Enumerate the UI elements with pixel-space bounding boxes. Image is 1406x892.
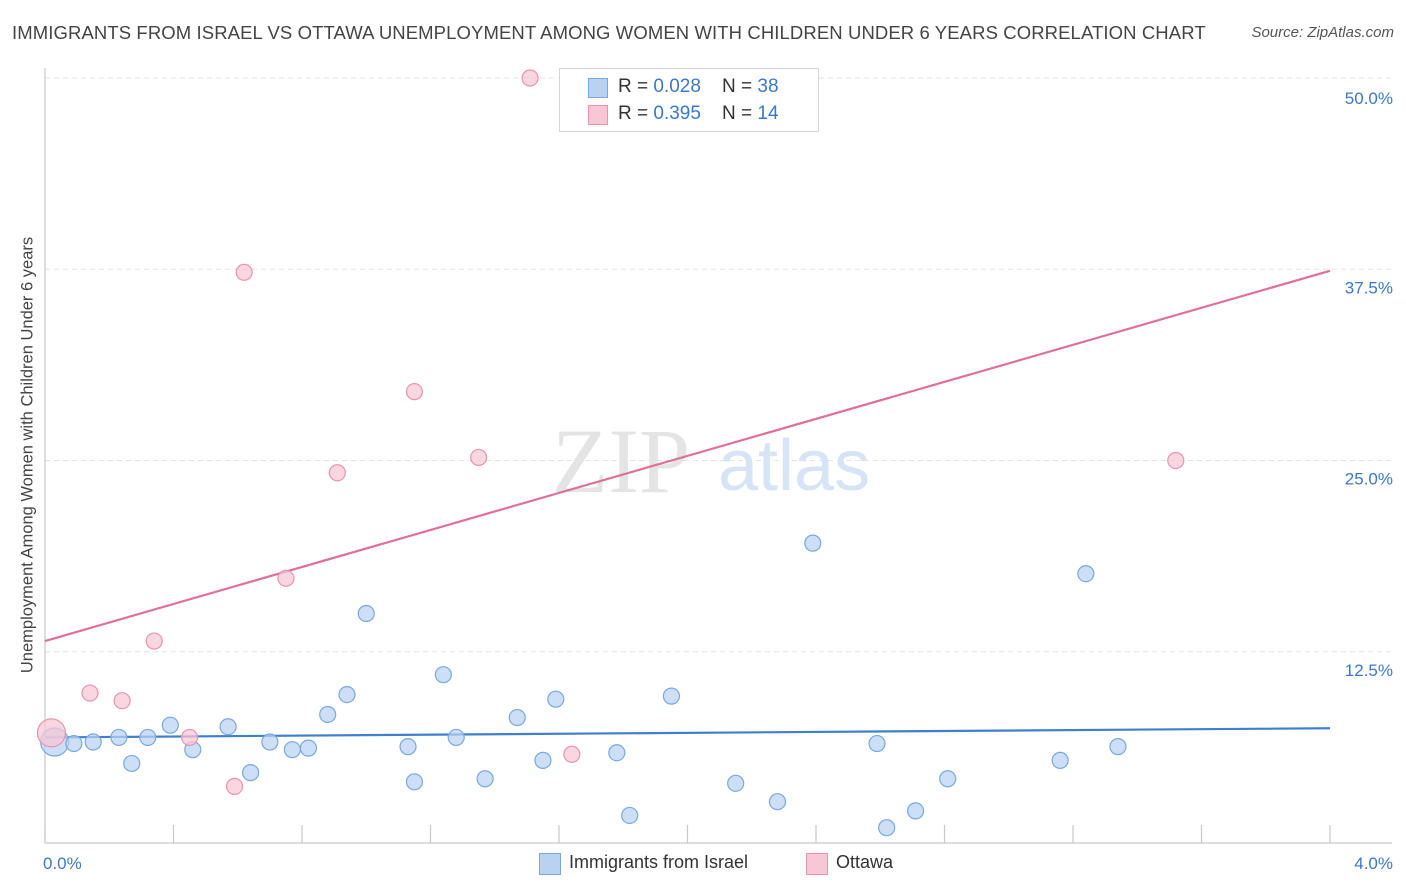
tick-labels: 12.5% 25.0% 37.5% 50.0% 0.0% 4.0% [43, 89, 1393, 873]
legend-r-value: 0.395 [653, 103, 701, 124]
data-point-israel [338, 685, 356, 704]
axes [44, 68, 1392, 844]
data-point-israel [242, 764, 260, 782]
data-point-israel [161, 716, 179, 734]
data-point-ottawa [36, 718, 67, 748]
data-point-israel [219, 718, 237, 736]
bottom-legend-swatch-blue [539, 853, 561, 875]
bottom-legend-swatch-pink [806, 853, 828, 875]
trend-lines [44, 269, 1331, 739]
bottom-legend-label: Ottawa [836, 852, 894, 872]
data-point-israel [621, 806, 639, 825]
data-point-israel [727, 774, 745, 792]
legend-r-label: R = [618, 76, 654, 97]
legend-r-label: R = [618, 103, 654, 124]
legend-n-value: 14 [757, 103, 779, 124]
y-tick-label: 25.0% [1345, 470, 1393, 489]
legend-n-label: N = [722, 103, 758, 124]
data-point-israel [939, 770, 957, 788]
source-credit: Source: ZipAtlas.com [1251, 24, 1394, 41]
x-tick-label: 4.0% [1354, 854, 1393, 873]
data-point-ottawa [81, 684, 99, 702]
data-point-israel [299, 739, 318, 757]
trend-line-ottawa [44, 269, 1331, 643]
data-point-ottawa [225, 777, 244, 795]
legend-swatch-pink [588, 105, 608, 125]
data-point-ottawa [405, 383, 424, 401]
data-point-israel [139, 728, 157, 747]
legend-n-label: N = [722, 76, 758, 97]
data-point-israel [261, 733, 279, 751]
data-point-israel [319, 705, 337, 724]
data-point-ottawa [328, 464, 346, 482]
data-point-ottawa [563, 745, 581, 763]
x-tick-label: 0.0% [43, 854, 82, 873]
data-point-israel [1051, 751, 1069, 769]
data-point-israel [878, 819, 896, 837]
data-point-israel [1109, 738, 1127, 756]
data-point-ottawa [277, 569, 295, 587]
legend-r-value: 0.028 [653, 76, 701, 97]
data-point-israel [123, 754, 141, 773]
data-point-israel [357, 604, 375, 623]
data-point-israel [283, 741, 301, 759]
watermark-atlas: atlas [718, 426, 870, 506]
data-point-ottawa [235, 263, 253, 281]
data-point-israel [906, 802, 925, 820]
data-point-ottawa [113, 692, 131, 710]
bottom-legend-label: Immigrants from Israel [569, 852, 749, 872]
y-tick-label: 37.5% [1345, 278, 1393, 297]
trend-line-israel [44, 727, 1331, 739]
gridlines [45, 77, 1392, 653]
data-point-ottawa [180, 728, 199, 747]
data-point-israel [508, 708, 526, 727]
data-point-israel [476, 770, 494, 788]
data-point-israel [110, 728, 128, 747]
data-point-israel [768, 793, 787, 811]
legend-swatch-blue [588, 78, 608, 98]
data-point-ottawa [470, 448, 488, 467]
data-point-ottawa [521, 69, 539, 87]
data-point-israel [804, 534, 822, 552]
data-point-israel [65, 734, 83, 753]
data-point-israel [608, 744, 626, 762]
legend-n-value: 38 [757, 76, 779, 97]
data-point-israel [1077, 565, 1095, 583]
data-point-israel [547, 690, 565, 708]
data-point-israel [84, 733, 102, 751]
data-point-israel [868, 734, 886, 753]
data-point-israel [405, 773, 424, 791]
data-point-israel [534, 751, 552, 769]
data-point-israel [447, 728, 465, 747]
data-point-ottawa [1167, 451, 1185, 470]
correlation-legend: R = 0.028 N = 38 R = 0.395 N = 14 [559, 68, 819, 132]
y-tick-label: 12.5% [1345, 661, 1393, 680]
data-point-israel [399, 738, 417, 756]
y-tick-label: 50.0% [1345, 89, 1393, 108]
data-point-israel [662, 687, 681, 705]
chart-title: IMMIGRANTS FROM ISRAEL VS OTTAWA UNEMPLO… [12, 22, 1206, 43]
data-point-ottawa [145, 632, 163, 650]
data-point-israel [434, 666, 452, 684]
data-points [36, 69, 1185, 837]
